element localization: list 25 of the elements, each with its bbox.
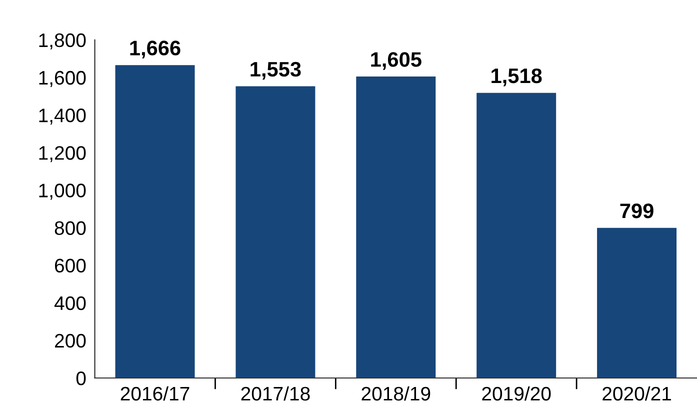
data-label: 1,666 (130, 40, 180, 58)
data-label: 1,605 (371, 52, 422, 70)
y-tick-label: 1,800 (39, 33, 86, 50)
x-tick-label: 2020/21 (602, 386, 671, 401)
y-tick-label: 1,600 (39, 70, 86, 87)
x-tick-label: 2016/17 (120, 386, 190, 401)
bar (356, 76, 436, 378)
y-tick-label: 1,200 (39, 146, 86, 162)
y-tick-label: 800 (54, 221, 86, 235)
data-label: 1,518 (492, 68, 542, 86)
x-tick-label: 2018/19 (362, 386, 430, 401)
y-tick-label: 0 (76, 371, 86, 386)
bar (115, 65, 195, 378)
bar (597, 228, 677, 378)
y-tick-label: 1,400 (39, 108, 86, 125)
y-tick-label: 1,000 (39, 184, 86, 200)
data-label: 1,553 (250, 62, 301, 80)
y-tick-label: 600 (55, 258, 86, 273)
bar (236, 86, 316, 378)
y-tick-label: 400 (54, 296, 86, 310)
x-tick-label: 2019/20 (482, 386, 551, 401)
x-tick-label: 2017/18 (241, 386, 310, 401)
bar (476, 92, 556, 378)
data-label: 799 (620, 203, 654, 218)
y-tick-label: 200 (55, 334, 86, 348)
